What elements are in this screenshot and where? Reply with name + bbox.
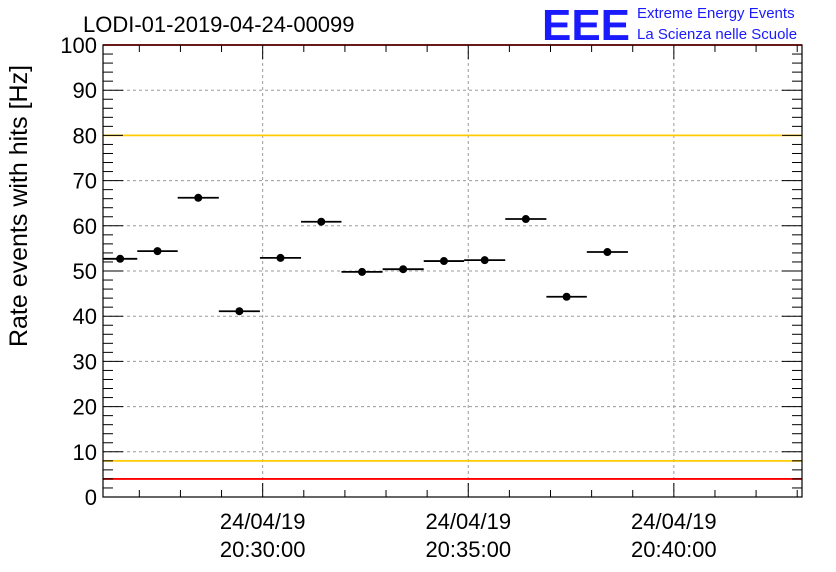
data-point [276,253,285,262]
axes-ticks [103,44,802,498]
y-tick-label: 30 [73,349,97,374]
y-tick-label: 80 [73,123,97,148]
y-tick-label: 50 [73,259,97,284]
x-tick-date: 24/04/19 [631,509,717,534]
data-point [399,265,408,274]
logo-line-1: Extreme Energy Events [637,5,795,22]
logo-mark: EEE [542,1,630,50]
reference-lines [103,44,802,480]
eee-logo: EEE Extreme Energy Events La Scienza nel… [542,1,797,50]
x-tick-time: 20:40:00 [631,537,717,562]
x-tick-date: 24/04/19 [220,509,306,534]
data-point [317,217,326,226]
data-marks [103,193,628,316]
x-tick-time: 20:35:00 [425,537,511,562]
data-point [603,248,612,257]
chart-title: LODI-01-2019-04-24-00099 [83,12,355,37]
x-tick-date: 24/04/19 [425,509,511,534]
y-tick-label: 100 [60,33,97,58]
data-point [116,254,125,263]
data-point [562,292,571,301]
data-point [480,256,489,265]
data-point [358,267,367,276]
y-tick-label: 0 [85,485,97,510]
data-point [194,193,203,202]
data-point [521,215,530,224]
y-tick-label: 40 [73,304,97,329]
y-axis-label: Rate events with hits [Hz] [5,65,33,347]
data-point [439,257,448,266]
y-tick-label: 20 [73,395,97,420]
data-point [153,247,162,256]
data-point [235,307,244,316]
grid [103,45,802,497]
logo-line-2: La Scienza nelle Scuole [637,26,797,43]
y-tick-label: 70 [73,169,97,194]
y-tick-label: 10 [73,440,97,465]
y-tick-label: 60 [73,214,97,239]
tick-labels: 0 10 20 30 40 50 60 70 80 90 100 24/04/19 20:30:00 24… [60,33,716,562]
y-tick-label: 90 [73,78,97,103]
x-tick-time: 20:30:00 [220,537,306,562]
